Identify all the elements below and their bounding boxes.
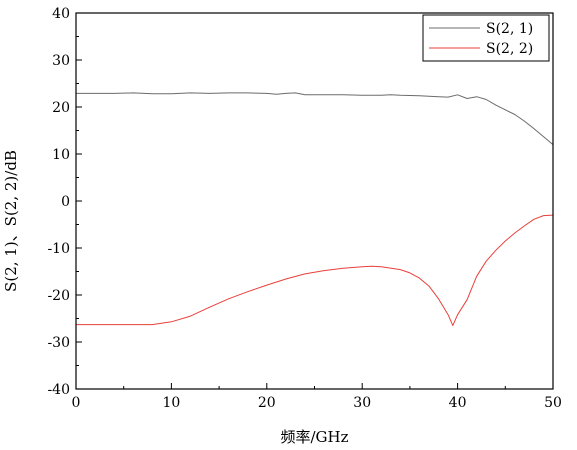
series-layer [76, 92, 554, 327]
legend: S(2, 1) S(2, 2) [422, 14, 550, 62]
x-axis-title: 频率/GHz [280, 428, 348, 446]
y-tick-label: -40 [47, 382, 70, 398]
series-line-s22 [76, 214, 554, 327]
plot-frame [75, 12, 554, 390]
x-tick-label: 50 [544, 395, 562, 411]
x-axis-ticks: 0 10 20 30 40 50 [72, 383, 562, 411]
x-tick-label: 40 [449, 395, 467, 411]
y-tick-label: 30 [52, 53, 70, 69]
series-line-s21 [76, 92, 554, 145]
y-tick-label: -30 [47, 335, 70, 351]
x-tick-label: 30 [353, 395, 371, 411]
legend-label-s22: S(2, 2) [486, 41, 533, 57]
legend-box [422, 14, 550, 62]
y-tick-label: 40 [52, 6, 70, 22]
y-tick-label: -10 [47, 241, 70, 257]
y-tick-label: -20 [47, 288, 70, 304]
y-axis-title: S(2, 1)、S(2, 2)/dB [2, 150, 20, 292]
x-tick-label: 10 [162, 395, 180, 411]
x-tick-label: 0 [72, 395, 81, 411]
y-tick-label: 20 [52, 100, 70, 116]
y-tick-label: 0 [61, 194, 70, 210]
y-axis-ticks: -40 -30 -20 -10 0 10 20 30 40 [47, 6, 82, 398]
legend-label-s21: S(2, 1) [486, 21, 533, 37]
x-tick-label: 20 [258, 395, 276, 411]
y-tick-label: 10 [52, 147, 70, 163]
